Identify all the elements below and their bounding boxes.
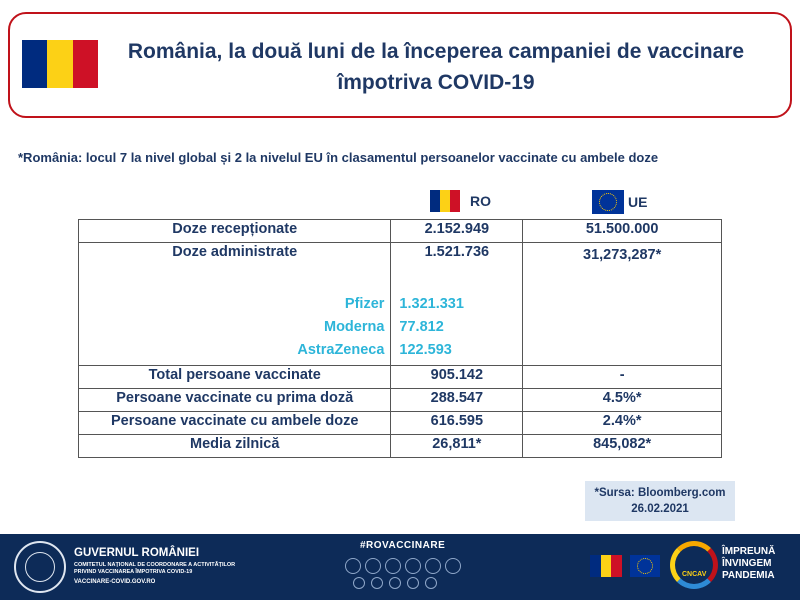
check-icon [425, 577, 437, 589]
website-link[interactable]: VACCINARE-COVID.GOV.RO [74, 579, 156, 585]
administered-ro-cell: 1.521.736 1.321.331 77.812 122.593 [390, 242, 524, 366]
slogan-line-2: ÎNVINGEM [722, 558, 772, 569]
ranking-note: *România: locul 7 la nivel global și 2 l… [18, 150, 659, 165]
ro-value: 905.142 [390, 365, 524, 389]
vaccine-values: 1.321.331 77.812 122.593 [399, 293, 464, 362]
campaign-icons-row-2 [353, 577, 437, 589]
vaccine-value-astrazeneca: 122.593 [399, 342, 452, 358]
ro-value: 26,811* [390, 434, 524, 458]
virus-icon [389, 577, 401, 589]
ue-value: - [522, 365, 722, 389]
table-row: Persoane vaccinate cu prima doză 288.547… [77, 388, 722, 412]
campaign-hashtag: #ROVACCINARE [360, 540, 446, 551]
ue-value: 4.5%* [522, 388, 722, 412]
family-icon [407, 577, 419, 589]
romania-map-icon [405, 558, 421, 574]
row-label: Doze administrate [172, 244, 298, 260]
eu-flag-icon [630, 555, 660, 577]
source-box: *Sursa: Bloomberg.com 26.02.2021 [585, 481, 735, 521]
column-header-ro: RO [430, 190, 491, 212]
column-label-ro: RO [470, 193, 491, 209]
table-row: Media zilnică 26,811* 845,082* [77, 434, 722, 458]
romania-flag-icon [430, 190, 460, 212]
ue-value: 51.500.000 [522, 219, 722, 243]
hospital-icon [371, 577, 383, 589]
vaccine-names: Pfizer Moderna AstraZeneca [297, 293, 384, 362]
table-row: Total persoane vaccinate 905.142 - [77, 365, 722, 389]
people-icon [425, 558, 441, 574]
vaccination-table: Doze recepționate 2.152.949 51.500.000 D… [77, 219, 722, 458]
slogan-line-1: ÎMPREUNĂ [722, 546, 776, 557]
government-seal-icon [14, 541, 66, 593]
vaccine-name-pfizer: Pfizer [344, 296, 385, 312]
campaign-icons [345, 558, 461, 574]
vaccine-value-moderna: 77.812 [399, 319, 444, 335]
eu-flag-icon [592, 190, 624, 214]
administered-cell: Doze administrate Pfizer Moderna AstraZe… [77, 242, 392, 366]
vaccine-value-pfizer: 1.321.331 [399, 296, 464, 312]
table-row: Persoane vaccinate cu ambele doze 616.59… [77, 411, 722, 435]
cncav-logo-icon: CNCAV [668, 539, 720, 593]
table-row: Doze recepționate 2.152.949 51.500.000 [77, 219, 722, 243]
ro-value: 616.595 [390, 411, 524, 435]
campaign-slogan: ÎMPREUNĂ ÎNVINGEM PANDEMIA [722, 546, 775, 582]
ue-value: 31,273,287* [522, 242, 722, 366]
vaccine-icon [345, 558, 361, 574]
heart-icon [353, 577, 365, 589]
page-title: România, la două luni de la începerea ca… [90, 36, 782, 98]
romania-flag-icon [22, 40, 98, 88]
column-label-ue: UE [628, 194, 648, 210]
syringe-icon [365, 558, 381, 574]
source-line: *Sursa: Bloomberg.com [594, 487, 726, 499]
row-label: Media zilnică [77, 434, 392, 458]
ro-value: 2.152.949 [390, 219, 524, 243]
vaccine-name-moderna: Moderna [324, 319, 385, 335]
government-info: GUVERNUL ROMÂNIEI COMITETUL NAȚIONAL DE … [74, 547, 235, 585]
title-box: România, la două luni de la începerea ca… [8, 12, 792, 118]
calendar-icon [445, 558, 461, 574]
title-line-2: împotriva COVID-19 [337, 71, 535, 94]
title-line-1: România, la două luni de la începerea ca… [127, 40, 745, 63]
footer-bar: GUVERNUL ROMÂNIEI COMITETUL NAȚIONAL DE … [0, 534, 800, 600]
shield-icon [385, 558, 401, 574]
source-date: 26.02.2021 [631, 503, 689, 515]
row-label: Persoane vaccinate cu ambele doze [77, 411, 392, 435]
ue-value: 2.4%* [522, 411, 722, 435]
column-header-ue: UE [592, 190, 647, 214]
ro-value: 288.547 [390, 388, 524, 412]
row-label: Doze recepționate [77, 219, 392, 243]
ro-value: 1.521.736 [424, 244, 490, 260]
romania-flag-icon [590, 555, 622, 577]
committee-name-line-2: PRIVIND VACCINAREA ÎMPOTRIVA COVID-19 [74, 569, 193, 575]
table-row: Doze administrate Pfizer Moderna AstraZe… [77, 242, 722, 366]
ue-value: 845,082* [522, 434, 722, 458]
row-label: Total persoane vaccinate [77, 365, 392, 389]
government-name: GUVERNUL ROMÂNIEI [74, 547, 200, 559]
row-label: Persoane vaccinate cu prima doză [77, 388, 392, 412]
slogan-line-3: PANDEMIA [722, 570, 775, 581]
vaccine-name-astrazeneca: AstraZeneca [297, 342, 385, 358]
committee-name-line-1: COMITETUL NAȚIONAL DE COORDONARE A ACTIV… [74, 562, 236, 568]
